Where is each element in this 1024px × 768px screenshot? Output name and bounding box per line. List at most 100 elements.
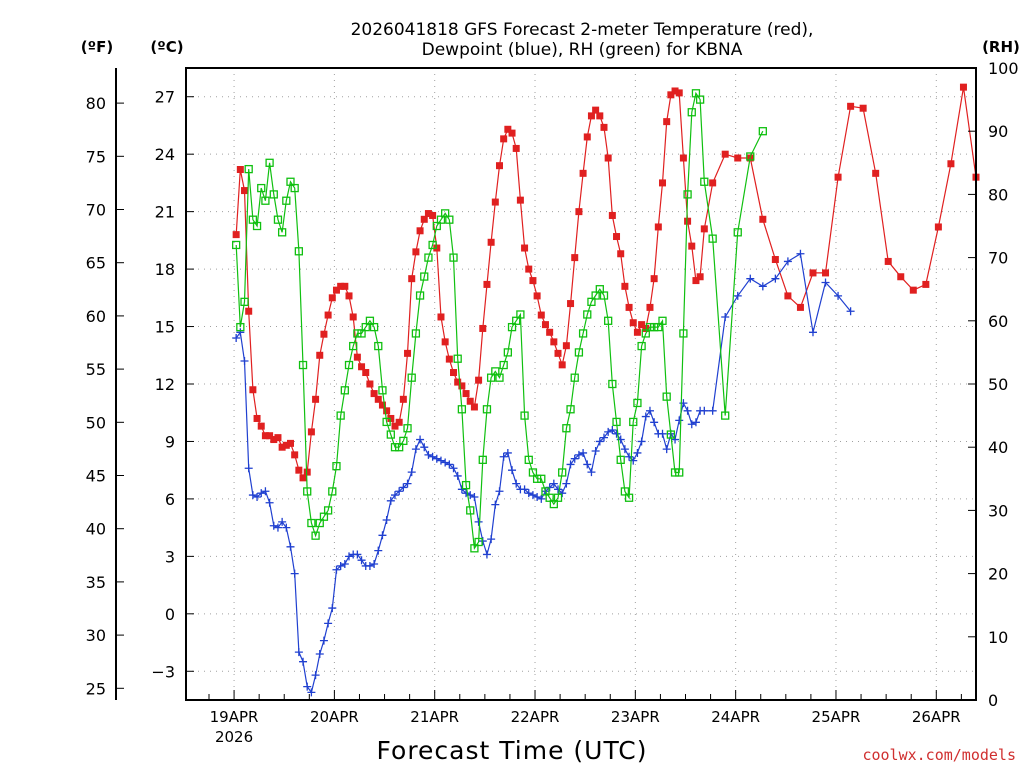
temperature-point (500, 135, 508, 143)
dewpoint-point (533, 492, 542, 501)
rh-point (328, 487, 337, 496)
credit-text: coolwx.com/models (862, 746, 1016, 764)
dewpoint-point (675, 416, 684, 425)
rh-point (382, 417, 391, 427)
rh-point (532, 474, 542, 483)
dewpoint-point (520, 485, 529, 494)
rh-point (666, 430, 676, 439)
temperature-point (303, 468, 311, 476)
rh-point (257, 183, 266, 193)
temperature-point (600, 123, 608, 131)
fahrenheit-unit-label: (ºF) (81, 38, 113, 56)
rh-point (758, 127, 767, 136)
dewpoint-point (236, 328, 245, 337)
rh-point (457, 405, 467, 414)
rh-point (520, 411, 529, 420)
temperature-point (495, 162, 503, 170)
dewpoint-point (345, 552, 354, 561)
rh-point (449, 253, 458, 262)
celsius-tick-label: −3 (151, 662, 175, 681)
fahrenheit-tick-label: 50 (86, 413, 106, 432)
rh-point (269, 190, 278, 199)
celsius-tick-label: 12 (155, 375, 175, 394)
rh-point (700, 177, 709, 186)
rh-tick-label: 70 (988, 249, 1008, 268)
temperature-point (633, 328, 641, 336)
rh-point (633, 398, 642, 408)
temperature-point (404, 349, 412, 357)
temperature-point (646, 303, 654, 311)
x-tick-label: 21APR (410, 708, 459, 726)
rh-point (658, 316, 667, 325)
rh-point (403, 424, 412, 433)
dewpoint-point (562, 479, 571, 488)
celsius-tick-label: 15 (155, 318, 175, 337)
rh-point (654, 322, 663, 332)
rh-point (695, 95, 705, 104)
rh-point (432, 221, 441, 231)
x-tick-label: 22APR (511, 708, 560, 726)
temperature-point (286, 439, 294, 447)
rh-point (252, 221, 262, 231)
dewpoint-point (257, 489, 266, 498)
temperature-point (654, 223, 662, 231)
dewpoint-point (608, 425, 617, 434)
rh-point (466, 506, 475, 515)
temperature-point (721, 150, 729, 158)
temperature-point (587, 112, 595, 120)
rh-point (470, 544, 479, 553)
temperature-point (378, 401, 386, 409)
rh-point (524, 455, 533, 464)
temperature-point (316, 351, 324, 359)
dewpoint-point (599, 433, 608, 442)
rh-point (637, 341, 646, 351)
rh-point (390, 443, 400, 452)
plot-frame (185, 67, 977, 701)
rh-point (570, 373, 579, 382)
dewpoint-point (537, 494, 546, 503)
temperature-point (822, 269, 830, 277)
dewpoint-point (328, 604, 337, 613)
temperature-point (253, 414, 261, 422)
rh-point (303, 487, 312, 496)
dewpoint-point (482, 550, 491, 559)
rh-tick-label: 60 (988, 312, 1008, 331)
temperature-point (562, 342, 570, 350)
temperature-point (796, 303, 804, 311)
rh-point (273, 215, 283, 224)
rh-point (428, 240, 437, 250)
temperature-point (567, 300, 575, 308)
rh-line (235, 91, 764, 551)
temperature-point (604, 154, 612, 162)
temperature-point (282, 441, 290, 449)
chart-title-line2: Dewpoint (blue), RH (green) for KBNA (422, 40, 743, 60)
rh-point (332, 462, 341, 471)
temperature-point (249, 386, 257, 394)
temperature-point (470, 403, 478, 411)
dewpoint-point (595, 437, 604, 446)
temperature-point (709, 179, 717, 187)
dewpoint-point (357, 556, 366, 565)
temperature-point (387, 414, 395, 422)
temperature-point (516, 196, 524, 204)
temperature-point (337, 282, 345, 290)
celsius-tick-label: 3 (165, 547, 175, 566)
dewpoint-point (294, 648, 303, 657)
temperature-point (266, 432, 274, 440)
temperature-point (771, 256, 779, 264)
series-layer (232, 83, 980, 697)
temperature-point (809, 269, 817, 277)
temperature-point (291, 451, 299, 459)
rh-point (374, 341, 383, 351)
rh-point (670, 468, 680, 477)
temperature-point (596, 112, 604, 120)
rh-point (298, 360, 308, 370)
temperature-point (537, 311, 545, 319)
temperature-point (617, 250, 625, 258)
celsius-tick-label: 9 (165, 432, 175, 451)
temperature-point (700, 225, 708, 233)
fahrenheit-tick-label: 40 (86, 520, 106, 539)
rh-point (357, 329, 366, 338)
dewpoint-point (558, 489, 567, 498)
fahrenheit-tick-label: 25 (86, 679, 106, 698)
